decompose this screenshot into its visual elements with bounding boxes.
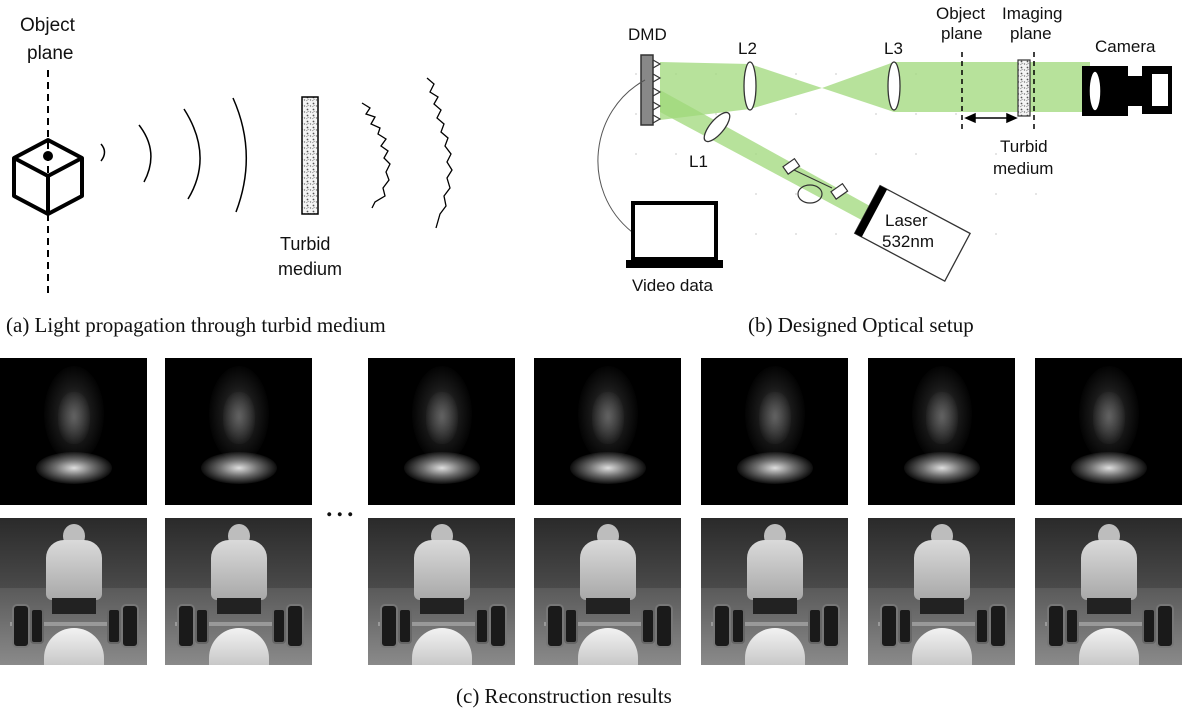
caption-panel-a: (a) Light propagation through turbid med… [6, 313, 386, 337]
fiber-coupler-1 [782, 157, 801, 175]
video-data-laptop-icon [626, 201, 723, 268]
lens-l1 [703, 111, 731, 143]
camera-icon [1082, 66, 1172, 116]
optical-setup-diagram [597, 52, 1172, 283]
beam-l3-camera [894, 62, 1090, 112]
imaging-plane-label-line2: plane [1010, 24, 1052, 43]
turbid-label-b-line2: medium [993, 159, 1054, 178]
fiber-loop [797, 184, 823, 204]
beam-l2-focus [750, 64, 822, 109]
video-frame-6 [868, 518, 1015, 665]
speckle-image-3 [368, 358, 515, 505]
caption-panel-b: (b) Designed Optical setup [748, 313, 974, 337]
speckle-image-7 [1035, 358, 1182, 505]
turbid-label-a-line1: Turbid [280, 234, 331, 254]
fiber-coupler-2 [830, 182, 849, 200]
imaging-plane-label-line1: Imaging [1002, 4, 1063, 23]
video-frame-2 [165, 518, 312, 665]
l1-label: L1 [689, 152, 708, 171]
speckle-image-5 [701, 358, 848, 505]
dmd-label: DMD [628, 25, 667, 44]
video-frame-1 [0, 518, 147, 665]
speckle-image-4 [534, 358, 681, 505]
object-plane-label-a-line2: plane [27, 43, 74, 64]
object-plane-label-b-line1: Object [936, 4, 986, 23]
lens-l3 [887, 61, 901, 111]
wavefront-arcs [100, 97, 248, 213]
object-plane-label-b-line2: plane [941, 24, 983, 43]
ellipsis-separator: ... [325, 487, 357, 524]
laser-label-line1: Laser [885, 211, 928, 230]
video-data-label: Video data [632, 276, 713, 295]
laser-box [853, 184, 971, 283]
beam-dmd-l2 [660, 62, 750, 120]
turbid-medium-slab-a [301, 96, 319, 215]
light-propagation-diagram [12, 70, 453, 298]
video-frame-3 [368, 518, 515, 665]
video-frame-4 [534, 518, 681, 665]
lens-l2 [743, 61, 757, 111]
camera-label: Camera [1095, 37, 1156, 56]
speckle-image-2 [165, 358, 312, 505]
video-frame-7 [1035, 518, 1182, 665]
turbid-label-b-line1: Turbid [1000, 137, 1048, 156]
caption-panel-c: (c) Reconstruction results [456, 684, 672, 708]
speckle-image-1 [0, 358, 147, 505]
turbid-medium-slab-b [1017, 59, 1031, 117]
video-frame-5 [701, 518, 848, 665]
object-plane-label-a-line1: Object [20, 15, 75, 36]
object-point [43, 151, 53, 161]
beam-focus-l3 [822, 62, 894, 112]
dmd-cable [597, 79, 646, 233]
l3-label: L3 [884, 39, 903, 58]
dmd-device [640, 54, 654, 126]
laser-label-line2: 532nm [882, 232, 934, 251]
turbid-label-a-line2: medium [278, 259, 343, 279]
speckle-image-6 [868, 358, 1015, 505]
distorted-wavefronts [361, 77, 453, 229]
l2-label: L2 [738, 39, 757, 58]
fiber-line [793, 169, 833, 189]
distance-arrow [964, 112, 1018, 124]
cube-object-icon [12, 138, 84, 216]
dmd-mirrors [652, 59, 662, 124]
